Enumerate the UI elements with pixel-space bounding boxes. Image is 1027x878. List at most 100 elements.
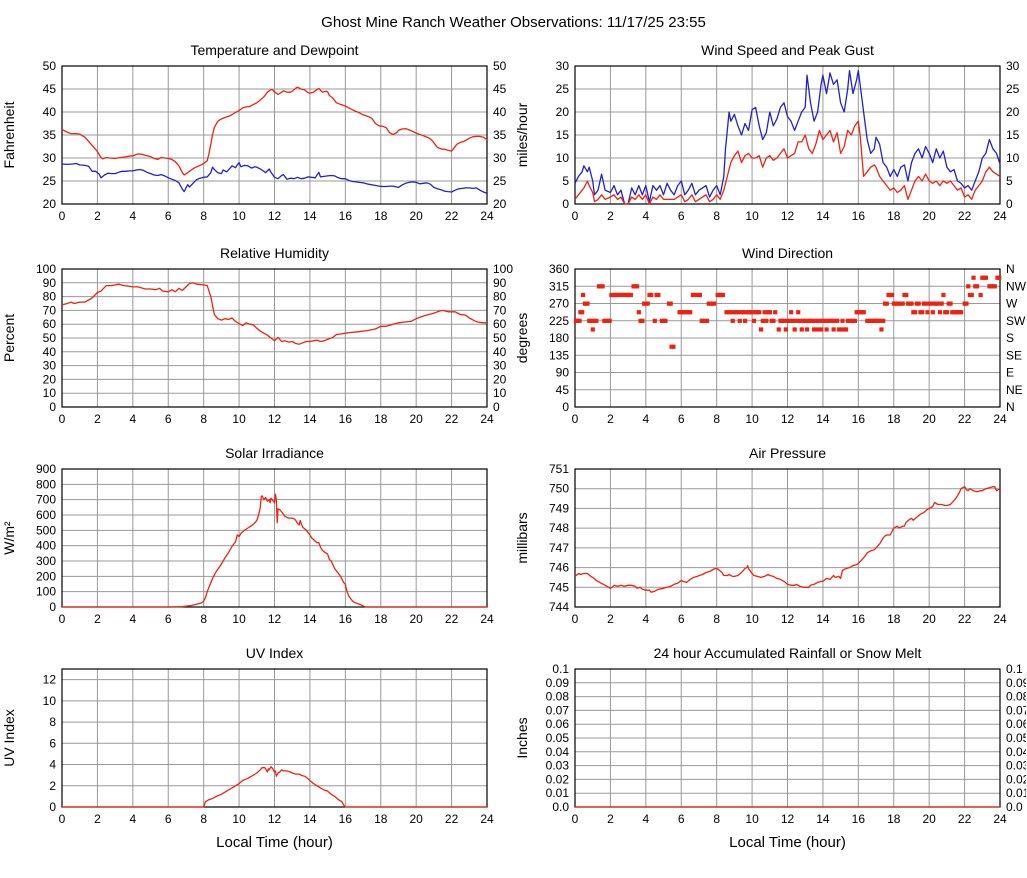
svg-text:18: 18 bbox=[887, 812, 901, 826]
svg-text:Wind Direction: Wind Direction bbox=[742, 245, 833, 261]
svg-text:Fahrenheit: Fahrenheit bbox=[1, 101, 17, 168]
svg-text:Local Time (hour): Local Time (hour) bbox=[216, 834, 333, 851]
svg-text:5: 5 bbox=[562, 174, 569, 188]
svg-text:745: 745 bbox=[549, 580, 569, 594]
svg-text:30: 30 bbox=[1006, 59, 1020, 73]
svg-text:20: 20 bbox=[43, 197, 57, 211]
svg-text:35: 35 bbox=[43, 128, 57, 142]
svg-text:6: 6 bbox=[49, 736, 56, 750]
svg-text:8: 8 bbox=[713, 812, 720, 826]
svg-text:0: 0 bbox=[572, 412, 579, 426]
svg-text:18: 18 bbox=[887, 209, 901, 223]
svg-text:12: 12 bbox=[781, 209, 795, 223]
svg-text:500: 500 bbox=[36, 523, 56, 537]
svg-text:15: 15 bbox=[1006, 128, 1020, 142]
svg-text:0: 0 bbox=[562, 400, 569, 414]
chart-air-pressure: Air Pressure 0 2 4 6 8 10 12 14 16 18 20 22 24 744 745 7… bbox=[513, 439, 1027, 639]
svg-text:0.08: 0.08 bbox=[546, 690, 570, 704]
svg-text:70: 70 bbox=[493, 303, 507, 317]
svg-text:22: 22 bbox=[958, 612, 972, 626]
svg-text:4: 4 bbox=[129, 612, 136, 626]
svg-text:750: 750 bbox=[549, 482, 569, 496]
svg-text:6: 6 bbox=[165, 612, 172, 626]
chart-uv-index: UV Index 0 2 4 6 8 10 12 14 16 18 20 22 24 0 2 4 6 8 10 12 UV… bbox=[0, 639, 513, 857]
svg-text:S: S bbox=[1006, 331, 1014, 345]
svg-text:24: 24 bbox=[993, 812, 1007, 826]
svg-text:4: 4 bbox=[129, 209, 136, 223]
svg-text:25: 25 bbox=[1006, 82, 1020, 96]
svg-text:14: 14 bbox=[303, 612, 317, 626]
svg-text:millibars: millibars bbox=[514, 512, 530, 563]
svg-text:2: 2 bbox=[94, 412, 101, 426]
svg-text:30: 30 bbox=[43, 359, 57, 373]
chart-solar-irradiance: Solar Irradiance 0 2 4 6 8 10 12 14 16 18 20 22 24 0 10… bbox=[0, 439, 513, 639]
svg-text:0.08: 0.08 bbox=[1006, 690, 1026, 704]
svg-text:80: 80 bbox=[43, 290, 57, 304]
svg-text:0: 0 bbox=[562, 197, 569, 211]
svg-text:18: 18 bbox=[887, 412, 901, 426]
svg-text:6: 6 bbox=[678, 412, 685, 426]
svg-text:30: 30 bbox=[493, 151, 507, 165]
svg-text:14: 14 bbox=[816, 209, 830, 223]
svg-text:30: 30 bbox=[556, 59, 570, 73]
svg-text:20: 20 bbox=[922, 412, 936, 426]
svg-text:8: 8 bbox=[713, 209, 720, 223]
svg-text:22: 22 bbox=[958, 412, 972, 426]
svg-text:20: 20 bbox=[922, 209, 936, 223]
svg-text:600: 600 bbox=[36, 508, 56, 522]
svg-text:50: 50 bbox=[493, 331, 507, 345]
svg-text:0: 0 bbox=[572, 612, 579, 626]
svg-text:10: 10 bbox=[745, 612, 759, 626]
svg-text:90: 90 bbox=[556, 366, 570, 380]
svg-text:12: 12 bbox=[781, 412, 795, 426]
svg-text:24: 24 bbox=[480, 412, 494, 426]
svg-text:20: 20 bbox=[409, 812, 423, 826]
svg-text:0.1: 0.1 bbox=[552, 662, 569, 676]
svg-text:24: 24 bbox=[993, 412, 1007, 426]
svg-text:0: 0 bbox=[493, 400, 500, 414]
svg-text:0.05: 0.05 bbox=[546, 731, 570, 745]
svg-text:16: 16 bbox=[852, 612, 866, 626]
svg-text:20: 20 bbox=[493, 197, 507, 211]
svg-text:0: 0 bbox=[1006, 197, 1013, 211]
svg-text:4: 4 bbox=[129, 412, 136, 426]
svg-text:20: 20 bbox=[409, 412, 423, 426]
svg-text:NW: NW bbox=[1006, 279, 1026, 293]
svg-text:40: 40 bbox=[43, 345, 57, 359]
svg-text:10: 10 bbox=[232, 812, 246, 826]
svg-text:10: 10 bbox=[745, 412, 759, 426]
svg-text:4: 4 bbox=[642, 412, 649, 426]
svg-text:24: 24 bbox=[993, 209, 1007, 223]
svg-text:16: 16 bbox=[339, 209, 353, 223]
svg-text:Wind Speed and Peak Gust: Wind Speed and Peak Gust bbox=[701, 42, 874, 58]
svg-text:20: 20 bbox=[922, 812, 936, 826]
svg-text:0.01: 0.01 bbox=[546, 786, 570, 800]
svg-text:10: 10 bbox=[745, 812, 759, 826]
svg-text:6: 6 bbox=[678, 612, 685, 626]
svg-text:0: 0 bbox=[572, 209, 579, 223]
svg-text:0.06: 0.06 bbox=[1006, 717, 1026, 731]
svg-text:10: 10 bbox=[232, 612, 246, 626]
svg-text:0.09: 0.09 bbox=[546, 676, 570, 690]
chart-wind-speed-gust: Wind Speed and Peak Gust 0 2 4 6 8 10 12 14 16 18 2… bbox=[513, 36, 1027, 239]
chart-wind-direction: Wind Direction 0 2 4 6 8 10 12 14 16 18 20 22 24 0 N 45 N… bbox=[513, 239, 1027, 439]
svg-text:24 hour Accumulated Rainfall o: 24 hour Accumulated Rainfall or Snow Mel… bbox=[654, 645, 922, 661]
svg-text:10: 10 bbox=[556, 151, 570, 165]
svg-text:22: 22 bbox=[445, 612, 459, 626]
svg-text:15: 15 bbox=[556, 128, 570, 142]
svg-text:8: 8 bbox=[200, 812, 207, 826]
svg-text:degrees: degrees bbox=[514, 313, 530, 364]
svg-text:14: 14 bbox=[816, 812, 830, 826]
svg-text:N: N bbox=[1006, 400, 1015, 414]
svg-text:Temperature and Dewpoint: Temperature and Dewpoint bbox=[190, 42, 358, 58]
svg-text:100: 100 bbox=[36, 585, 56, 599]
svg-text:225: 225 bbox=[549, 314, 569, 328]
svg-text:18: 18 bbox=[374, 412, 388, 426]
svg-text:6: 6 bbox=[678, 209, 685, 223]
svg-text:Percent: Percent bbox=[1, 314, 17, 362]
chart-temperature-dewpoint: Temperature and Dewpoint 0 2 4 6 8 10 12 14 16 18 2… bbox=[0, 36, 513, 239]
